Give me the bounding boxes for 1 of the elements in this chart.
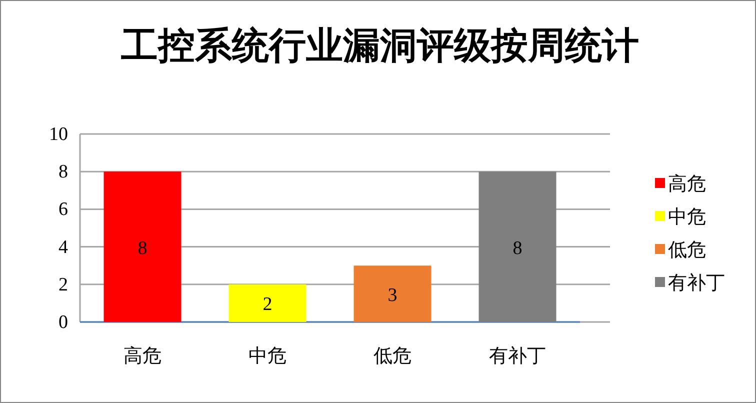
title: 工控系统行业漏洞评级按周统计: [121, 25, 639, 66]
